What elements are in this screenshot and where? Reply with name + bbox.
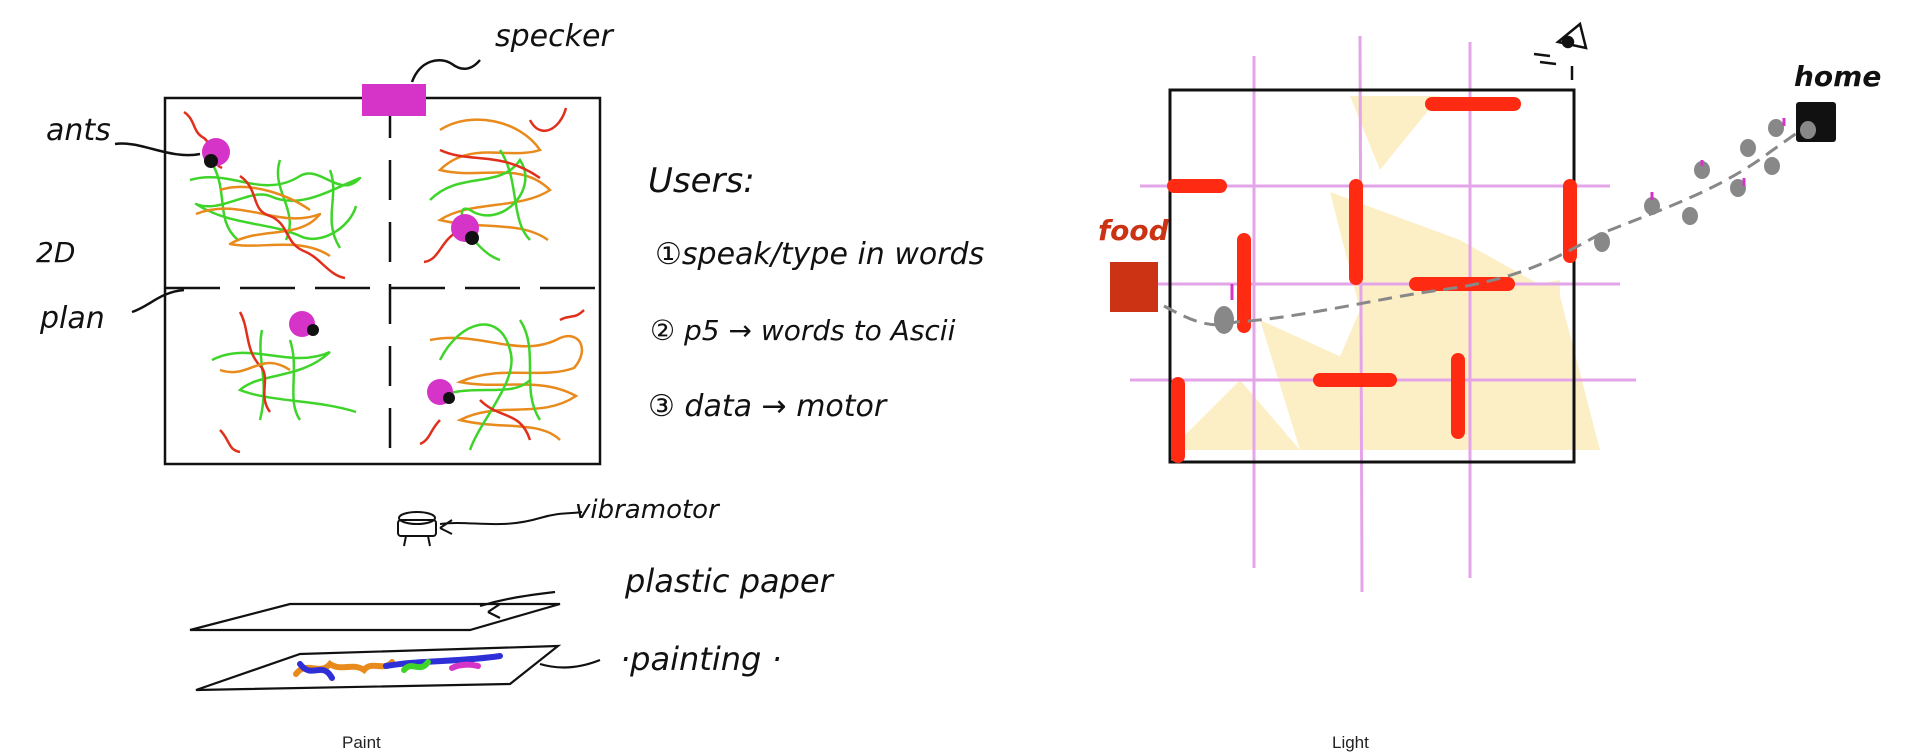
path-ant-markers: [1230, 118, 1786, 300]
path-ant: [1730, 179, 1746, 197]
ants-label: ants: [46, 113, 111, 148]
light-sketch: food home: [1098, 21, 1881, 593]
path-ant: [1214, 306, 1234, 334]
ant-3-shadow: [307, 324, 319, 336]
maze-walls: [1167, 97, 1577, 463]
users-step-2: ② p5 → words to Ascii: [650, 314, 956, 347]
paint-panel: specker ants 2D plan: [36, 19, 984, 752]
plan-pointer: [131, 288, 185, 314]
painting-strokes: [293, 653, 503, 681]
light-panel: food home: [1000, 0, 1910, 756]
light-source-icon: [1533, 21, 1588, 80]
speaker-box: [362, 84, 426, 116]
path-ant: [1800, 121, 1816, 139]
plastic-paper-sheet: [189, 590, 561, 632]
path-ant: [1594, 232, 1610, 252]
food-label: food: [1098, 214, 1170, 247]
ant-2-shadow: [465, 231, 479, 245]
users-step-1: ①speak/type in words: [655, 237, 984, 272]
caption-paint: Paint: [342, 733, 381, 752]
path-ant: [1740, 139, 1756, 157]
ants-pointer: [114, 142, 201, 157]
grid-lines: [1130, 35, 1636, 593]
scribbles-bottom-right: [419, 309, 585, 451]
painting-sheet: [195, 644, 601, 692]
vibramotor-icon: [397, 511, 583, 547]
users-title: Users:: [648, 161, 755, 201]
food-box: [1110, 262, 1158, 312]
plastic-paper-label: plastic paper: [624, 562, 835, 600]
home-box: [1796, 102, 1836, 142]
ant-1-shadow: [204, 154, 218, 168]
paint-sketch: specker ants 2D plan: [36, 19, 984, 692]
plan-label-2d: 2D: [36, 236, 75, 269]
plan-label-plan: plan: [39, 301, 105, 336]
path-ant: [1694, 161, 1710, 179]
painting-label: ·painting ·: [620, 640, 782, 678]
scribbles-top-right: [423, 107, 568, 264]
scribbles-top-left: [183, 110, 362, 280]
path-ant: [1644, 197, 1660, 215]
caption-light: Light: [1332, 733, 1369, 752]
users-step-3: ③ data → motor: [648, 389, 888, 424]
ant-path: [1163, 122, 1813, 327]
light-beams: [1170, 96, 1600, 450]
vibramotor-label: vibramotor: [575, 495, 721, 525]
speaker-label: specker: [495, 19, 614, 54]
scribbles-bottom-left: [211, 311, 357, 454]
ant-4-shadow: [443, 392, 455, 404]
speaker-pointer: [410, 59, 481, 83]
path-ants: [1214, 119, 1816, 334]
path-ant: [1682, 207, 1698, 225]
light-room-frame: [1168, 88, 1576, 464]
home-label: home: [1794, 60, 1881, 93]
path-ant: [1768, 119, 1784, 137]
path-ant: [1764, 157, 1780, 175]
